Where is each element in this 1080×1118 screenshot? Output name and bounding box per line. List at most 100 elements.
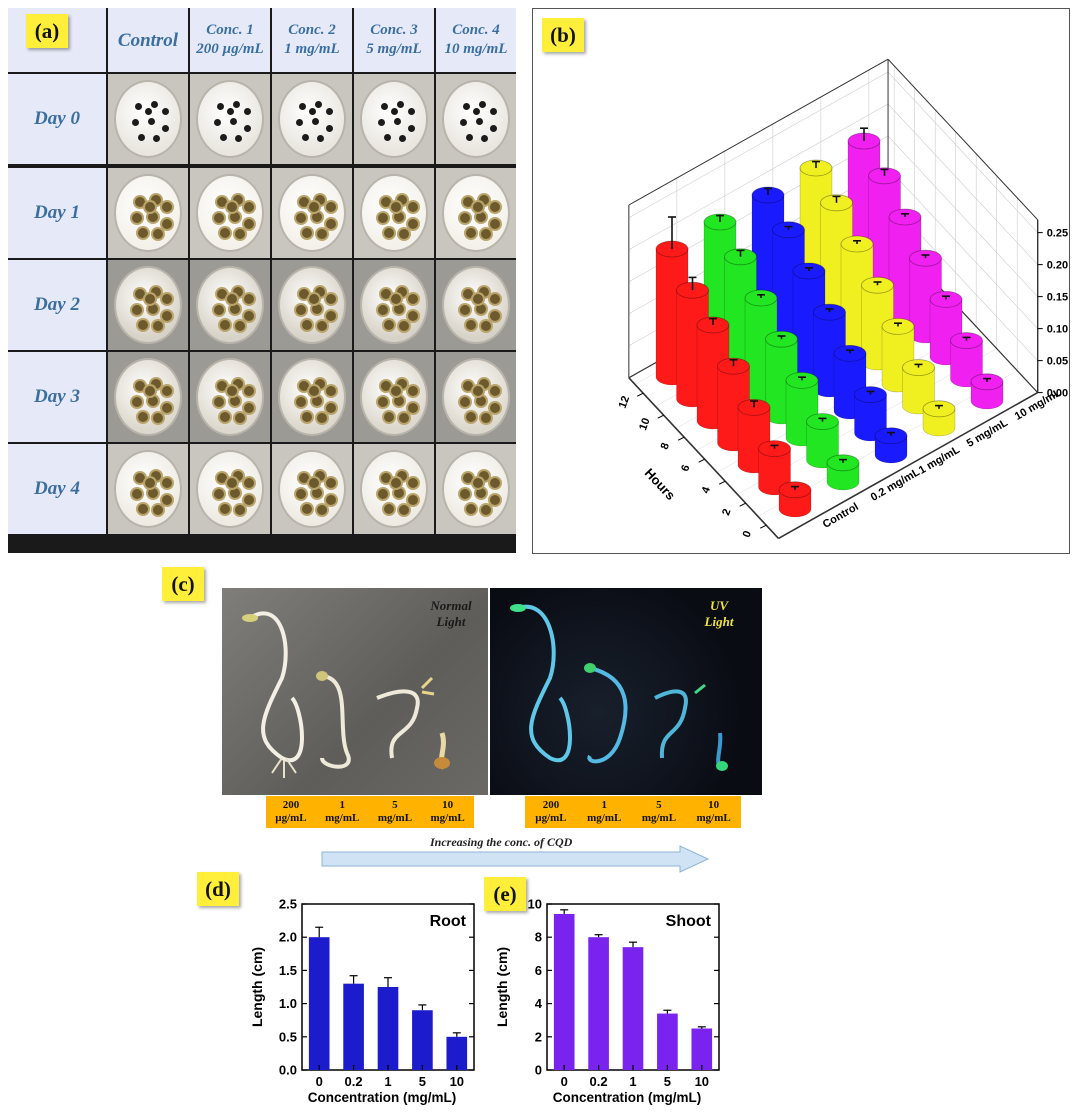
concentration-unit: mg/mL bbox=[325, 812, 360, 824]
seed bbox=[481, 413, 492, 424]
y-tick-label: 1.5 bbox=[279, 963, 297, 978]
petri-dish-photo bbox=[190, 352, 270, 442]
petri-dish bbox=[196, 174, 264, 252]
concentration-unit: mg/mL bbox=[430, 812, 465, 824]
z-tick-label: 0.00 bbox=[1047, 388, 1068, 400]
x-tick-label: 0 bbox=[316, 1074, 323, 1089]
seed bbox=[233, 470, 244, 481]
seed bbox=[148, 303, 158, 314]
x-tick-label: 0.2 bbox=[345, 1074, 363, 1089]
cylinder-bar bbox=[806, 413, 839, 469]
column-header-line1: Control bbox=[117, 29, 179, 51]
seed bbox=[390, 385, 401, 396]
seed bbox=[226, 477, 237, 488]
y-tick-label: 8 bbox=[535, 930, 542, 945]
seed bbox=[135, 102, 143, 110]
seed bbox=[463, 102, 471, 110]
seed bbox=[308, 477, 319, 488]
petri-dish-photo bbox=[272, 168, 352, 258]
concentration-value: 10 bbox=[708, 799, 720, 811]
concentration-label: 200 µg/mL bbox=[535, 799, 566, 825]
seed bbox=[162, 477, 173, 488]
seed bbox=[308, 107, 316, 115]
petri-dish-photo bbox=[436, 74, 516, 164]
seed bbox=[135, 288, 146, 299]
seed bbox=[302, 319, 313, 330]
y-tick-label: 6 bbox=[535, 963, 542, 978]
seed bbox=[381, 196, 392, 207]
seed bbox=[460, 397, 470, 407]
seed bbox=[296, 489, 306, 499]
seed bbox=[296, 119, 303, 126]
seed bbox=[460, 489, 470, 499]
seed bbox=[466, 133, 474, 141]
seed bbox=[326, 201, 337, 212]
seed bbox=[326, 218, 337, 229]
z-tick-label: 0.10 bbox=[1047, 324, 1068, 336]
seed bbox=[326, 310, 337, 321]
z-tick-label: 0.15 bbox=[1047, 292, 1068, 304]
cylinder-bar bbox=[950, 332, 983, 388]
bar bbox=[691, 1028, 713, 1070]
x-tick bbox=[718, 480, 726, 485]
seed bbox=[138, 227, 149, 238]
seed bbox=[476, 117, 483, 125]
concentration-unit: µg/mL bbox=[275, 812, 307, 824]
seed bbox=[394, 395, 404, 406]
petri-dish-photo bbox=[108, 444, 188, 534]
petri-dish bbox=[442, 450, 510, 528]
petri-dish-photo bbox=[108, 352, 188, 442]
seed bbox=[481, 505, 492, 516]
petri-dish bbox=[114, 80, 182, 158]
cylinder-bar bbox=[902, 359, 935, 415]
x-tick-label: 4 bbox=[700, 484, 714, 495]
uv-light-line2: Light bbox=[704, 614, 734, 629]
concentration-unit: mg/mL bbox=[587, 812, 622, 824]
concentration-unit: mg/mL bbox=[377, 812, 413, 824]
seed bbox=[153, 505, 164, 516]
seed bbox=[226, 385, 237, 396]
seed bbox=[153, 229, 164, 240]
root-length-chart: 0.0 0.5 1.0 1.5 2.0 2.5 0 0.2 1 5 10 Root Concentrat… bbox=[249, 897, 475, 1105]
petri-dish-photo bbox=[354, 352, 434, 442]
z-tick-label: 0.05 bbox=[1047, 356, 1068, 368]
panel-a-tag: (a) bbox=[26, 14, 68, 48]
seed bbox=[315, 470, 326, 481]
seed bbox=[235, 229, 246, 240]
seed bbox=[315, 100, 323, 108]
y-tick-label: 2.5 bbox=[279, 897, 297, 912]
y-tick-label: 1.0 bbox=[279, 996, 297, 1011]
petri-dish-photo bbox=[272, 74, 352, 164]
petri-dish-photo bbox=[190, 168, 270, 258]
seed bbox=[394, 487, 404, 498]
petri-dish bbox=[360, 80, 428, 158]
seed bbox=[466, 503, 477, 514]
seed bbox=[308, 385, 319, 396]
seed bbox=[244, 494, 255, 505]
petri-dish bbox=[114, 358, 182, 436]
seed bbox=[308, 293, 319, 304]
normal-light-line1: Normal bbox=[430, 598, 472, 613]
uv-light-label: UV Light bbox=[694, 598, 744, 630]
seed bbox=[479, 378, 490, 389]
cylinder-bar bbox=[874, 427, 908, 464]
seed bbox=[244, 218, 255, 229]
chart-title: Root bbox=[430, 913, 467, 930]
seed bbox=[144, 385, 155, 396]
seed bbox=[162, 310, 173, 321]
concentration-value: 200 bbox=[282, 799, 300, 811]
seed bbox=[135, 472, 146, 483]
concentration-value: 1 bbox=[339, 799, 345, 811]
concentration-unit: mg/mL bbox=[641, 812, 677, 824]
seed bbox=[479, 100, 487, 108]
seed bbox=[490, 293, 501, 304]
petri-dish-photo bbox=[272, 260, 352, 350]
seed bbox=[296, 305, 306, 315]
weight-3d-bar-chart: 0.000.050.100.150.200.25Weight (g)024681… bbox=[617, 58, 1080, 539]
seed bbox=[317, 321, 328, 332]
seed bbox=[397, 286, 408, 297]
seed bbox=[476, 303, 486, 314]
y-tick-label: 0 bbox=[535, 1063, 542, 1078]
x-axis-label: Hours bbox=[642, 465, 679, 503]
grid-line bbox=[628, 71, 889, 219]
